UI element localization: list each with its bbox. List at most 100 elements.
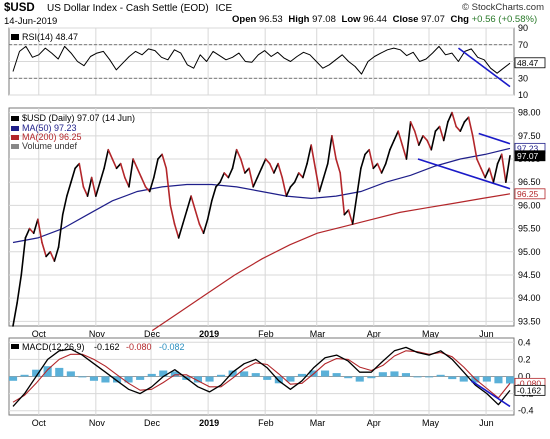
price-x-tick-label: Dec (144, 329, 161, 339)
price-segment (447, 111, 453, 123)
price-segment (289, 181, 296, 188)
price-segment (53, 246, 60, 262)
macd-signal-legend-value: -0.080 (126, 342, 152, 352)
price-segment (302, 162, 308, 179)
price-segment (351, 195, 358, 225)
price-y-tick-label: 98.00 (518, 108, 541, 118)
price-segment (244, 167, 250, 174)
macd-x-tick-label: Mar (310, 418, 326, 428)
price-segment (268, 162, 275, 174)
macd-line (12, 346, 511, 407)
macd-y-tick-label: 0.4 (518, 337, 531, 347)
price-segment (322, 162, 329, 179)
price-segment (347, 209, 354, 225)
price-segment (132, 158, 139, 170)
price-x-tick-label: Jun (479, 329, 494, 339)
change-value: +0.56 (+0.58%) (471, 14, 538, 25)
macd-histogram-bar (482, 376, 491, 382)
price-value-label: 97.07 (517, 151, 539, 161)
price-segment (186, 195, 192, 211)
price-segment (95, 181, 101, 197)
close-value: 97.07 (421, 14, 445, 25)
price-segment (384, 148, 391, 165)
macd-histogram-bar (101, 376, 110, 383)
low-value: 96.44 (363, 14, 387, 25)
price-segment (194, 209, 201, 225)
macd-x-tick-label: Nov (89, 418, 106, 428)
price-segment (119, 162, 126, 179)
macd-legend-swatch (11, 344, 19, 349)
price-segment (41, 241, 47, 258)
price-segment (380, 162, 387, 174)
price-segment (57, 213, 64, 248)
macd-x-tick-label: Oct (32, 418, 47, 428)
macd-histogram-bar (263, 376, 272, 380)
price-segment (343, 209, 350, 216)
high-value: 97.08 (312, 14, 336, 25)
price-segment (190, 195, 197, 211)
volume-legend-text: Volume undef (22, 141, 78, 151)
price-trendline-2 (478, 132, 511, 145)
macd-histogram-bar (436, 374, 445, 377)
price-segment (211, 186, 217, 202)
macd-x-tick-label: Apr (367, 418, 381, 428)
price-segment (496, 153, 503, 165)
price-segment (198, 223, 205, 235)
macd-histogram-bar (494, 376, 503, 384)
price-segment (285, 186, 292, 197)
price-y-tick-label: 95.00 (518, 247, 541, 257)
price-segment (260, 158, 267, 170)
macd-x-tick-label: Dec (144, 418, 161, 428)
price-segment (364, 148, 370, 156)
macd-histogram-bar (170, 371, 179, 377)
macd-x-tick-label: Jun (479, 418, 494, 428)
price-segment (471, 135, 478, 160)
macd-y-tick-label: 0.0 (518, 372, 531, 382)
price-segment (70, 167, 76, 184)
price-segment (24, 227, 31, 239)
price-segment (74, 162, 81, 170)
macd-histogram-bar (205, 376, 214, 382)
price-segment (455, 125, 462, 132)
exchange-label: ICE (215, 3, 233, 14)
macd-value-label: -0.162 (517, 385, 541, 395)
price-segment (372, 162, 379, 170)
price-segment (281, 176, 288, 197)
price-segment (128, 158, 134, 188)
macd-histogram-bar (89, 376, 98, 381)
price-segment (376, 162, 383, 174)
price-segment (66, 181, 72, 197)
ohlc-summary: Open 96.53 High 97.08 Low 96.44 Close 97… (232, 14, 537, 25)
price-segment (277, 162, 284, 179)
macd-legend: MACD(12,26,9) -0.162 -0.080 -0.082 (11, 342, 185, 352)
price-segment (235, 148, 242, 160)
macd-trendline (470, 380, 511, 408)
ma50-legend-swatch (11, 126, 19, 131)
macd-histogram-bar (425, 376, 434, 378)
price-x-tick-label: May (422, 329, 440, 339)
quote-date: 14-Jun-2019 (4, 16, 58, 27)
price-segment (12, 302, 18, 327)
rsi-y-tick-label: 30 (518, 73, 528, 83)
instrument-name-text: US Dollar Index - Cash Settle (EOD) (47, 3, 209, 14)
price-segment (256, 167, 263, 179)
price-legend-text: $USD (Daily) 97.07 (14 Jun) (22, 113, 135, 123)
high-label: High (288, 14, 310, 25)
macd-histogram-bar (413, 376, 422, 378)
price-segment (140, 176, 147, 188)
price-segment (136, 167, 143, 179)
price-segment (451, 111, 457, 128)
price-segment (418, 135, 424, 146)
macd-histogram-bar (66, 371, 75, 377)
price-segment (239, 158, 246, 174)
macd-histogram-bar (367, 376, 376, 379)
price-segment (339, 172, 346, 216)
price-x-tick-label: Apr (367, 329, 381, 339)
macd-histogram-bar (355, 376, 364, 382)
price-segment (310, 144, 317, 170)
price-panel-frame (8, 107, 515, 327)
macd-histogram-bar (32, 369, 41, 377)
price-segment (389, 139, 395, 151)
macd-y-tick-label: 0.2 (518, 354, 531, 364)
price-segment (157, 153, 163, 160)
